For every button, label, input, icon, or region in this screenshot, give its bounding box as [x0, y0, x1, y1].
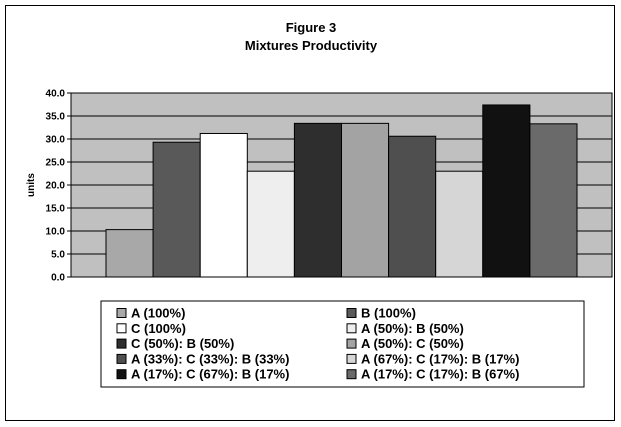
y-axis-title: units — [26, 173, 37, 197]
y-tick-label: 20.0 — [46, 181, 66, 192]
y-tick-label: 10.0 — [46, 227, 66, 238]
y-tick-label: 5.0 — [51, 250, 65, 261]
bar — [388, 135, 437, 278]
legend-swatch — [116, 338, 127, 349]
axes: 0.0 5.0 10.0 15.0 20.0 25.0 30.0 35.0 40.0 — [46, 89, 71, 284]
legend-label: A (67%): C (17%): B (17%) — [361, 351, 519, 366]
legend — [100, 300, 585, 388]
bars — [105, 104, 578, 278]
legend-label: A (50%): B (50%) — [361, 321, 464, 336]
y-tick-label: 40.0 — [46, 89, 66, 100]
legend-swatch — [116, 369, 127, 380]
legend-label: A (33%): C (33%): B (33%) — [131, 351, 289, 366]
legend-swatch — [346, 369, 357, 380]
legend-label: C (100%) — [131, 321, 186, 336]
bar — [482, 104, 531, 278]
bar — [199, 132, 248, 278]
bar — [293, 122, 342, 278]
legend-swatch — [346, 353, 357, 364]
y-tick-label: 25.0 — [46, 158, 66, 169]
bar — [529, 123, 578, 278]
legend-label: A (50%): C (50%) — [361, 336, 464, 351]
bar — [152, 141, 201, 278]
chart-subtitle: Mixtures Productivity — [245, 38, 378, 53]
legend-swatch — [346, 323, 357, 334]
y-tick-label: 15.0 — [46, 204, 66, 215]
bar — [341, 122, 390, 278]
legend-label: A (17%): C (67%): B (17%) — [131, 367, 289, 382]
chart-title: Figure 3 — [286, 20, 337, 35]
legend-swatch — [116, 308, 127, 318]
bar — [246, 170, 295, 278]
legend-label: B (100%) — [361, 306, 416, 321]
y-tick-label: 0.0 — [51, 273, 65, 284]
legend-swatch — [116, 323, 127, 334]
bar — [435, 170, 484, 278]
legend-label: C (50%): B (50%) — [131, 336, 234, 351]
bar — [105, 229, 154, 278]
legend-swatch — [346, 338, 357, 349]
legend-label: A (100%) — [131, 306, 185, 321]
legend-label: A (17%): C (17%): B (67%) — [361, 367, 519, 382]
legend-swatch — [346, 308, 357, 318]
legend-swatch — [116, 353, 127, 364]
y-tick-label: 35.0 — [46, 112, 66, 123]
y-tick-label: 30.0 — [46, 135, 66, 146]
legend-entries: A (100%) B (100%) C (100%) A (50%): B (50%)… — [116, 306, 519, 382]
